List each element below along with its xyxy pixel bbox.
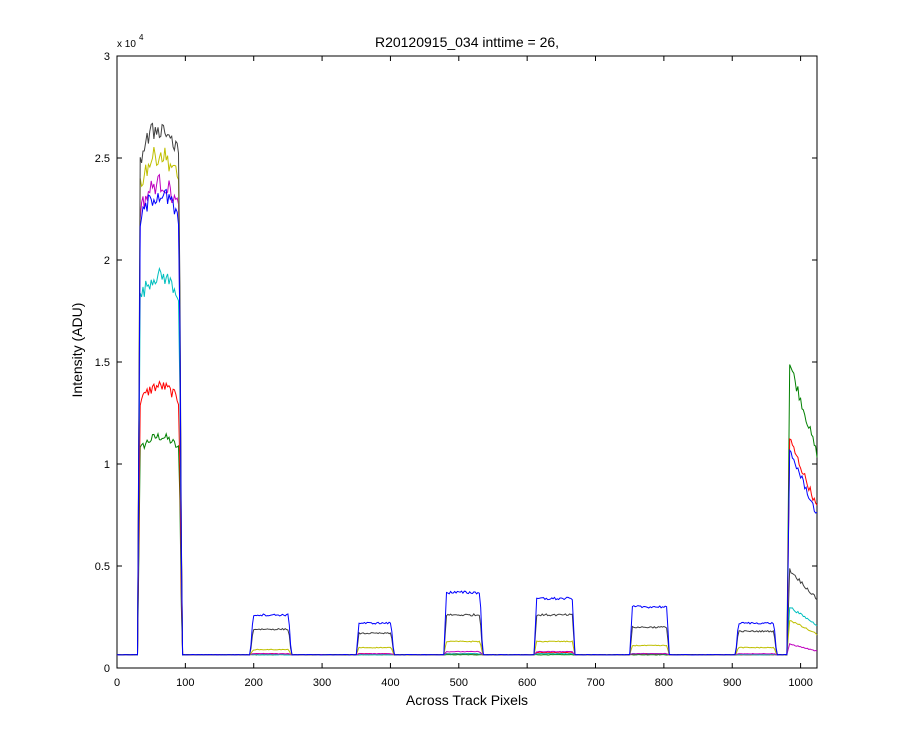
y-tick-label: 1 <box>104 459 110 471</box>
y-tick-label: 0.5 <box>95 561 110 573</box>
y-tick-label: 3 <box>104 51 110 63</box>
plot-area <box>116 55 818 669</box>
y-exponent-label: x 10 <box>117 39 136 50</box>
series-line <box>116 188 818 656</box>
x-tick-label: 200 <box>245 677 263 689</box>
y-tick-label: 1.5 <box>95 357 110 369</box>
x-tick-label: 400 <box>381 677 399 689</box>
y-exponent-power: 4 <box>139 33 144 42</box>
x-ticks: 0 100 200 300 400 500 600 700 800 900 1000 <box>114 56 813 689</box>
x-tick-label: 500 <box>450 677 468 689</box>
x-tick-label: 900 <box>723 677 741 689</box>
x-tick-label: 1000 <box>788 677 812 689</box>
y-axis-label: Intensity (ADU) <box>69 303 85 398</box>
x-tick-label: 300 <box>313 677 331 689</box>
y-tick-label: 2.5 <box>95 153 110 165</box>
y-ticks: 0 0.5 1 1.5 2 2.5 3 <box>95 51 817 675</box>
x-tick-label: 100 <box>176 677 194 689</box>
y-tick-label: 2 <box>104 255 110 267</box>
series-layer <box>116 122 818 656</box>
x-axis-label: Across Track Pixels <box>406 692 528 708</box>
x-tick-label: 700 <box>586 677 604 689</box>
x-tick-label: 0 <box>114 677 120 689</box>
chart-title: R20120915_034 inttime = 26, <box>375 34 559 50</box>
y-tick-label: 0 <box>104 663 110 675</box>
x-tick-label: 600 <box>518 677 536 689</box>
x-tick-label: 800 <box>655 677 673 689</box>
